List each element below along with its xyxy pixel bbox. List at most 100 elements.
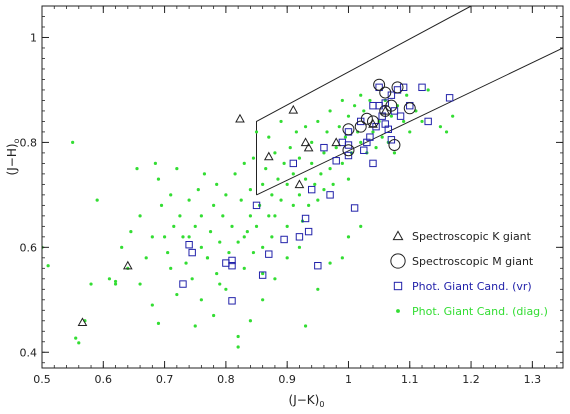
axes: 0.5 0.6 0.7 0.8 0.9 1 1.1 1.2 1.3 0.4 0.6 0.8 1 (J−K)… [5,5,564,409]
data-point [368,98,372,103]
data-point [359,224,363,228]
data-point [261,298,265,302]
data-point [304,227,313,236]
data-point [254,224,259,228]
data-point [289,159,298,168]
data-point [313,182,317,186]
plot-area [42,6,563,349]
data-point [236,240,240,244]
data-point [208,229,213,234]
data-point [359,93,363,97]
selection-region [256,6,563,196]
data-point [303,177,308,181]
data-point [242,266,246,270]
data-point [342,144,355,157]
data-point [169,193,173,197]
data-point [218,282,222,286]
data-point [199,245,203,249]
data-point [371,130,375,134]
data-point [332,157,340,165]
data-point [187,235,191,239]
data-point [222,259,230,267]
data-point [230,224,234,228]
data-point [418,83,426,92]
x-tick-label: 0.9 [278,373,296,386]
data-point [331,182,335,186]
data-point [438,125,443,129]
data-point [320,143,328,152]
data-point [215,182,219,186]
data-point [316,287,320,291]
data-point [169,266,173,270]
data-point [445,94,454,102]
data-point [273,151,277,155]
legend-label: Spectroscopic K giant [412,230,532,243]
data-point [403,102,416,115]
data-point [373,78,386,91]
data-point [343,135,348,139]
data-point [303,142,314,152]
data-point [273,277,277,281]
data-point [300,137,311,147]
data-point [251,156,256,160]
data-point [328,261,332,265]
data-point [280,235,288,244]
y-tick-label: 0.8 [20,136,38,149]
data-point [258,271,267,279]
data-point [276,177,280,181]
legend-item: Phot. Giant Cand. (vr) [393,280,532,293]
data-point [316,198,320,202]
data-point [297,156,302,160]
x-tick-label: 0.6 [95,373,113,386]
data-point [239,198,243,202]
data-point [303,324,308,328]
data-point [328,167,332,171]
data-point [314,261,322,270]
legend-label: Phot. Giant Cand. (diag.) [412,305,548,318]
data-point [303,125,308,129]
data-point [236,345,240,349]
series-triangle [77,104,391,327]
data-point [285,224,289,228]
data-point [337,125,341,129]
data-point [360,146,368,154]
data-point [254,130,259,134]
data-point [396,112,405,120]
data-point [71,140,75,145]
x-tick-label: 0.8 [217,373,235,386]
data-point [188,248,196,257]
data-point [340,256,344,260]
data-point [248,188,252,192]
data-point [369,101,377,110]
data-point [379,104,392,117]
data-point [196,188,200,192]
data-point [267,214,271,218]
data-point [424,117,432,126]
data-point [379,86,392,99]
data-point [138,214,142,218]
legend-marker [396,309,400,313]
data-point [159,203,164,207]
x-tick-label: 1 [345,373,352,386]
data-point [221,214,225,218]
data-point [288,146,292,150]
data-point [228,297,236,305]
data-point [150,303,154,307]
data-point [307,203,311,207]
series-dot [42,88,455,349]
data-point [77,341,81,345]
data-point [375,101,383,110]
data-point [113,282,118,286]
legend-marker [392,230,404,241]
data-point [228,256,236,265]
data-point [153,161,157,165]
data-point [354,120,367,133]
data-point [279,119,283,124]
data-point [389,114,393,118]
data-point [334,146,338,150]
data-point [322,188,326,192]
data-point [202,172,207,176]
legend-item: Spectroscopic M giant [390,253,534,269]
data-point [248,214,252,218]
legend-label: Phot. Giant Cand. (vr) [412,280,532,293]
